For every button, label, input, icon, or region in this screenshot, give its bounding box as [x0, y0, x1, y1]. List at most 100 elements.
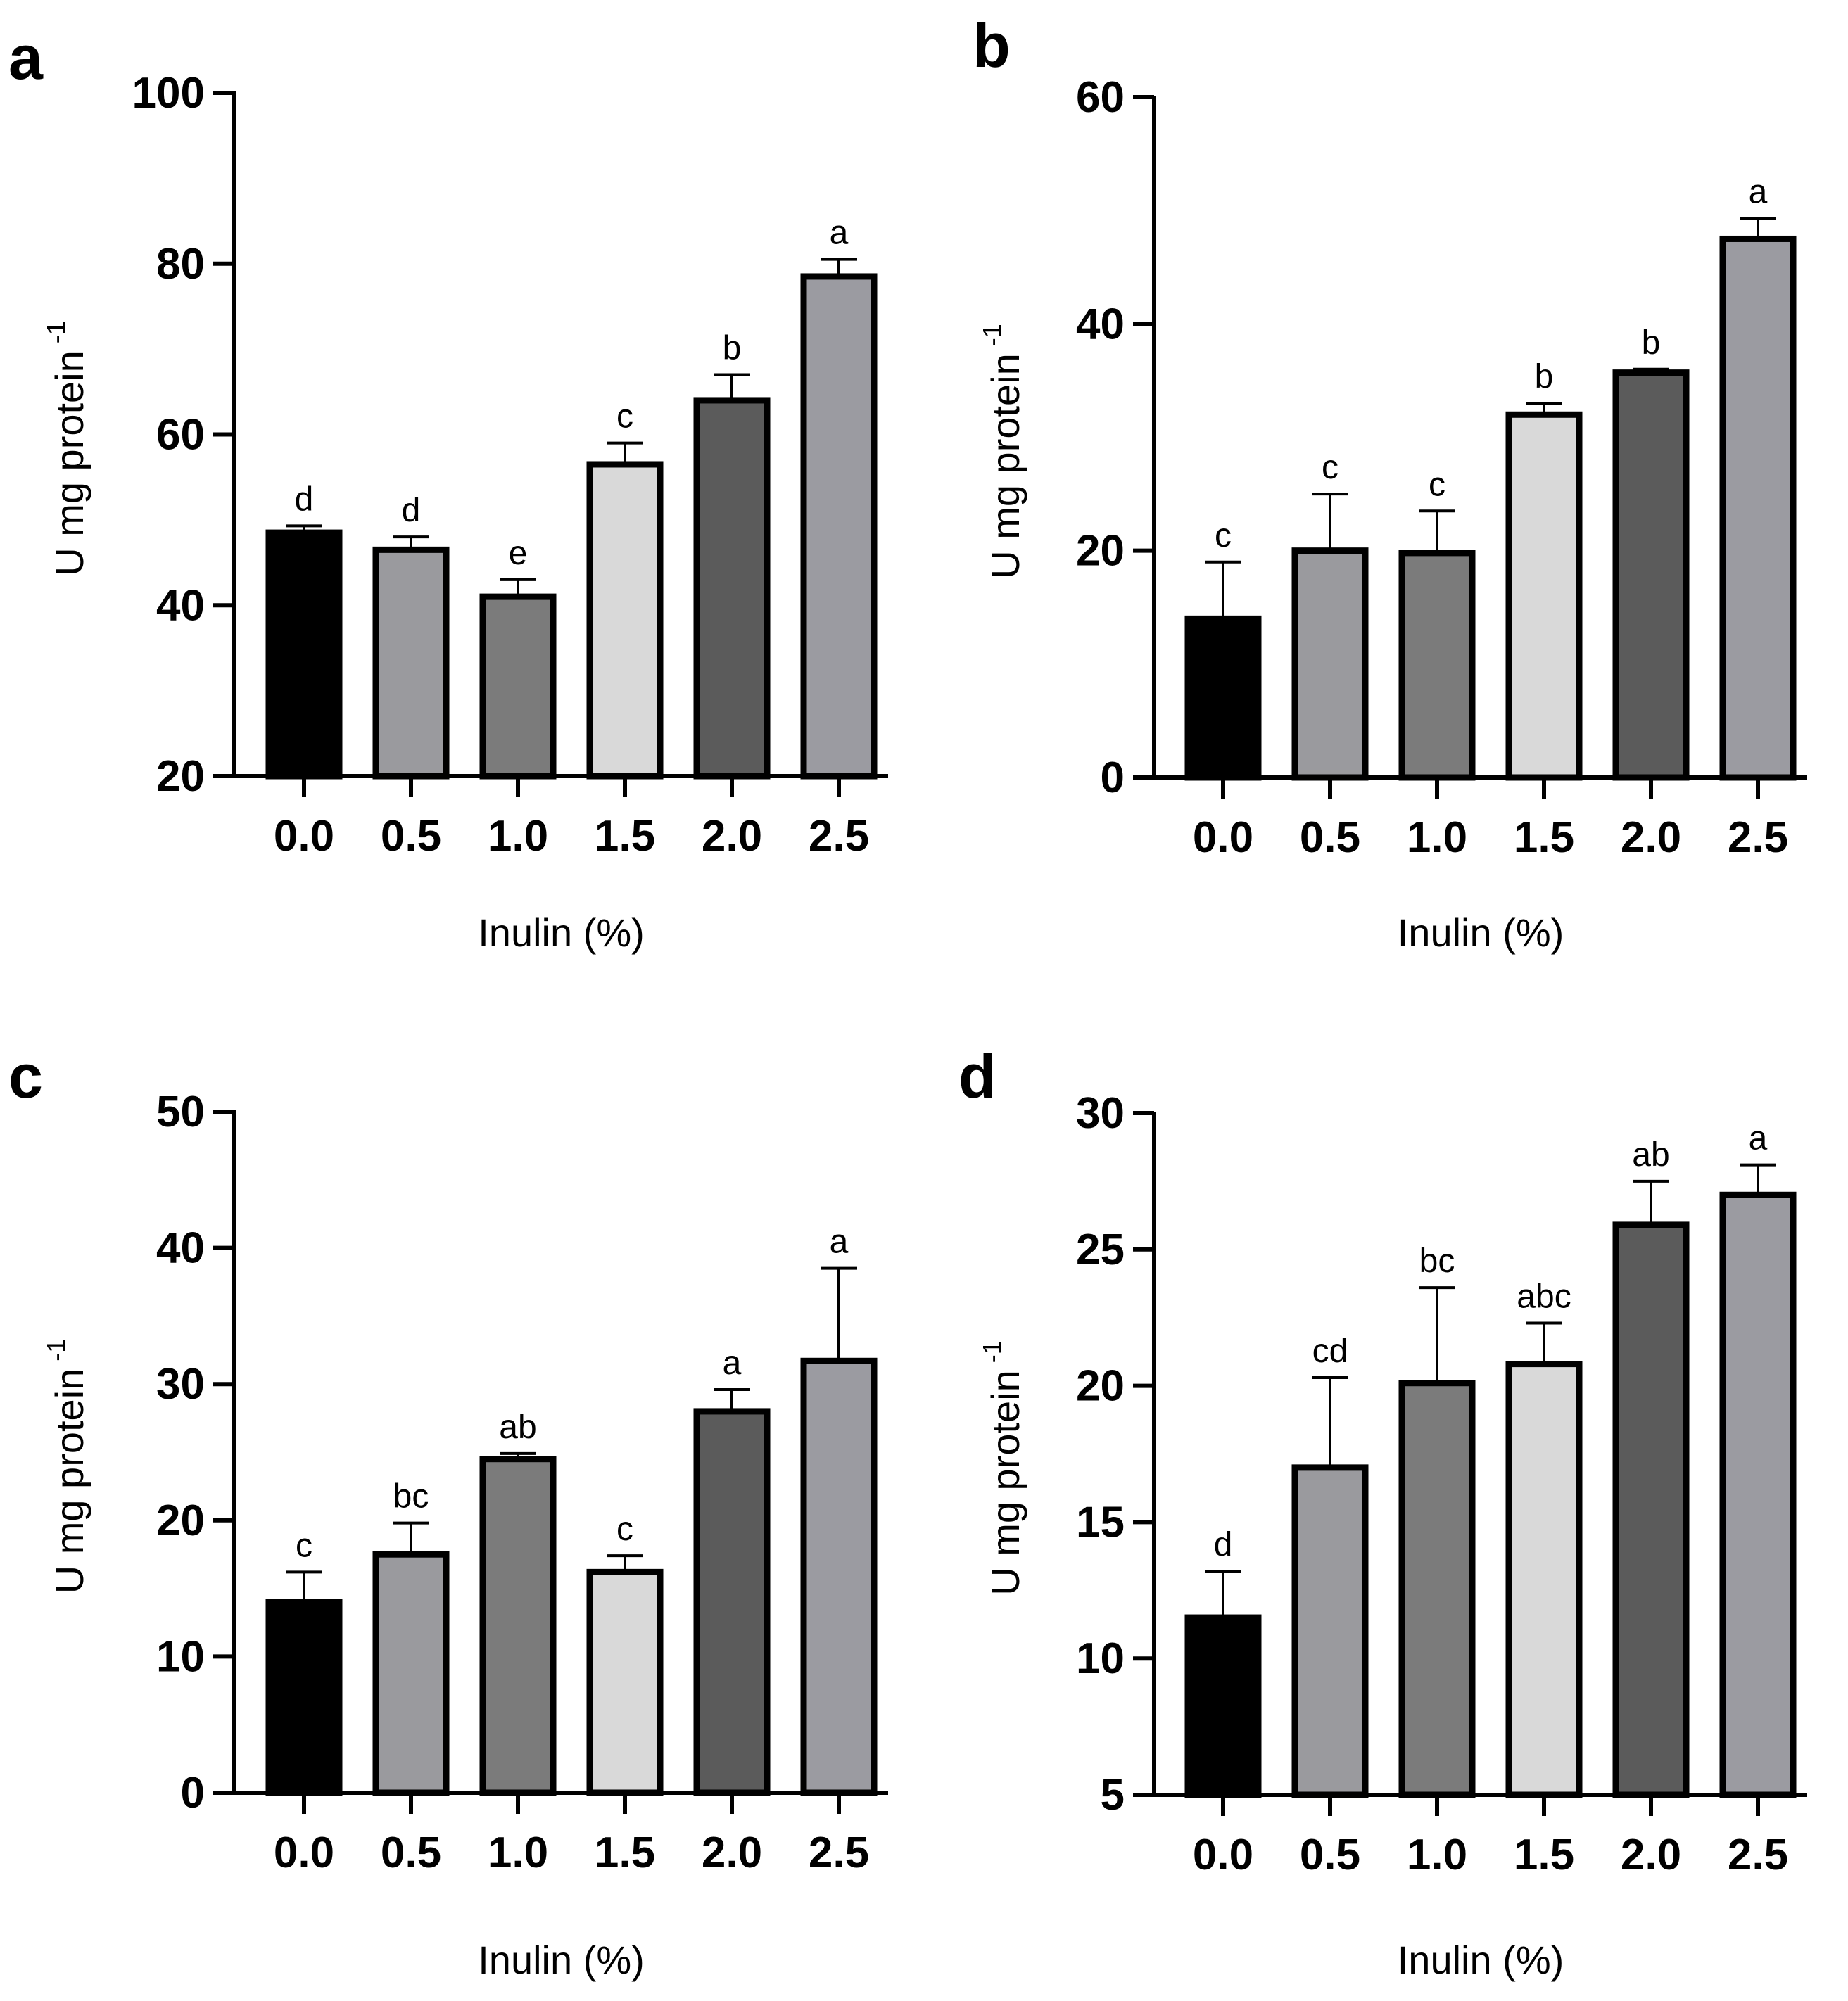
significance-label: d — [402, 492, 421, 529]
significance-label: c — [1322, 449, 1338, 486]
panel-d: d d cd bc abc ab a 5 10 15 20 25 30 0.0 0.5 1.0 1.5 2.0 2.… — [958, 1041, 1807, 1982]
x-tick-label: 2.5 — [809, 812, 869, 860]
significance-label: c — [296, 1527, 312, 1564]
bar — [265, 1599, 343, 1796]
panel-a: a d d e c b a 20 40 60 80 100 0.0 0.5 1.0 1.5 2.0 2.5 Inul… — [8, 23, 888, 955]
y-tick-label: 20 — [1076, 1362, 1125, 1411]
bar — [586, 1568, 664, 1796]
bar — [479, 1456, 557, 1796]
bar — [800, 1357, 878, 1796]
significance-label: a — [830, 215, 849, 252]
bar — [693, 397, 771, 780]
x-tick-label: 1.0 — [1407, 1831, 1467, 1879]
y-axis-title-sup: -1 — [977, 1340, 1006, 1363]
significance-label: c — [616, 398, 633, 436]
significance-label: b — [1642, 324, 1661, 362]
bar — [1291, 547, 1369, 781]
panel-letter: a — [8, 23, 44, 92]
panel-b: b c c c b b a 0 20 40 60 0.0 0.5 1.0 1.5 2.0 2.5 Inulin (… — [973, 11, 1807, 955]
x-tick-label: 1.5 — [1514, 813, 1574, 862]
y-tick-label: 80 — [156, 240, 205, 288]
y-tick-label: 100 — [132, 69, 205, 117]
significance-label: a — [1749, 173, 1768, 210]
y-axis-title-text: U mg protein — [47, 1368, 91, 1594]
y-tick-label: 40 — [1076, 300, 1125, 348]
y-tick-label: 60 — [1076, 73, 1125, 122]
x-tick-label: 0.0 — [274, 1829, 334, 1877]
x-tick-label: 2.0 — [702, 1829, 762, 1877]
y-axis-title-sup: -1 — [42, 321, 70, 343]
bar — [586, 461, 664, 780]
x-tick-label: 0.5 — [1300, 1831, 1360, 1879]
y-tick-label: 60 — [156, 411, 205, 459]
significance-label: cd — [1312, 1333, 1348, 1370]
bar — [479, 593, 557, 780]
bar — [372, 1551, 450, 1796]
bar — [1505, 411, 1583, 781]
x-tick-label: 0.0 — [274, 812, 334, 860]
y-tick-label: 30 — [1076, 1089, 1125, 1138]
panel-letter: c — [8, 1041, 43, 1111]
y-axis-title-text: U mg protein — [983, 1370, 1027, 1596]
y-tick-label: 40 — [156, 1224, 205, 1273]
bar — [1398, 1380, 1476, 1798]
x-axis-title: Inulin (%) — [1398, 1938, 1564, 1982]
x-tick-label: 2.0 — [1621, 1831, 1681, 1879]
x-tick-label: 1.0 — [488, 1829, 548, 1877]
significance-label: a — [723, 1345, 742, 1382]
y-tick-label: 20 — [156, 752, 205, 801]
x-axis-title: Inulin (%) — [478, 1938, 645, 1982]
y-axis-title-sup: -1 — [42, 1339, 70, 1361]
y-axis-title: U mg protein -1 — [977, 1340, 1027, 1596]
x-tick-label: 2.5 — [809, 1829, 869, 1877]
y-tick-label: 10 — [1076, 1634, 1125, 1683]
x-tick-label: 1.5 — [595, 812, 655, 860]
significance-label: bc — [393, 1478, 429, 1516]
y-tick-label: 40 — [156, 581, 205, 630]
significance-label: a — [830, 1224, 849, 1261]
x-tick-label: 1.5 — [1514, 1831, 1574, 1879]
x-tick-label: 2.5 — [1728, 813, 1788, 862]
x-tick-label: 0.5 — [381, 812, 441, 860]
significance-label: ab — [499, 1409, 536, 1446]
bar — [1291, 1464, 1369, 1798]
bar — [1184, 1614, 1262, 1798]
x-tick-label: 2.0 — [1621, 813, 1681, 862]
y-axis-title-text: U mg protein — [983, 353, 1027, 579]
panel-c: c c bc ab c a a 0 10 20 30 40 50 0.0 0.5 1.0 1.5 2.0 2.5 In… — [8, 1041, 888, 1982]
y-tick-label: 15 — [1076, 1498, 1125, 1546]
y-tick-label: 10 — [156, 1632, 205, 1681]
x-tick-label: 1.5 — [595, 1829, 655, 1877]
bar — [1719, 1191, 1797, 1798]
bar — [1612, 1221, 1690, 1798]
y-tick-label: 30 — [156, 1360, 205, 1409]
bar — [1184, 615, 1262, 781]
significance-label: b — [723, 330, 742, 367]
y-axis-title-text: U mg protein — [47, 350, 91, 576]
significance-label: c — [616, 1511, 633, 1548]
y-tick-label: 0 — [181, 1769, 205, 1817]
significance-label: d — [1214, 1526, 1233, 1563]
x-tick-label: 2.5 — [1728, 1831, 1788, 1879]
y-tick-label: 20 — [1076, 527, 1125, 576]
significance-label: ab — [1632, 1136, 1669, 1174]
significance-label: a — [1749, 1120, 1768, 1157]
y-tick-label: 20 — [156, 1497, 205, 1545]
y-tick-label: 0 — [1101, 754, 1125, 802]
x-tick-label: 0.5 — [381, 1829, 441, 1877]
bar — [1612, 369, 1690, 781]
y-axis-title: U mg protein -1 — [42, 1339, 91, 1594]
bar — [265, 529, 343, 780]
significance-label: bc — [1419, 1243, 1455, 1280]
significance-label: d — [295, 481, 314, 518]
significance-label: c — [1429, 466, 1445, 503]
bar — [800, 273, 878, 780]
x-axis-title: Inulin (%) — [478, 910, 645, 955]
x-tick-label: 0.5 — [1300, 813, 1360, 862]
y-axis-title: U mg protein -1 — [42, 321, 91, 576]
significance-label: b — [1535, 358, 1554, 395]
y-tick-label: 50 — [156, 1088, 205, 1136]
x-tick-label: 0.0 — [1193, 1831, 1253, 1879]
bar — [372, 546, 450, 780]
